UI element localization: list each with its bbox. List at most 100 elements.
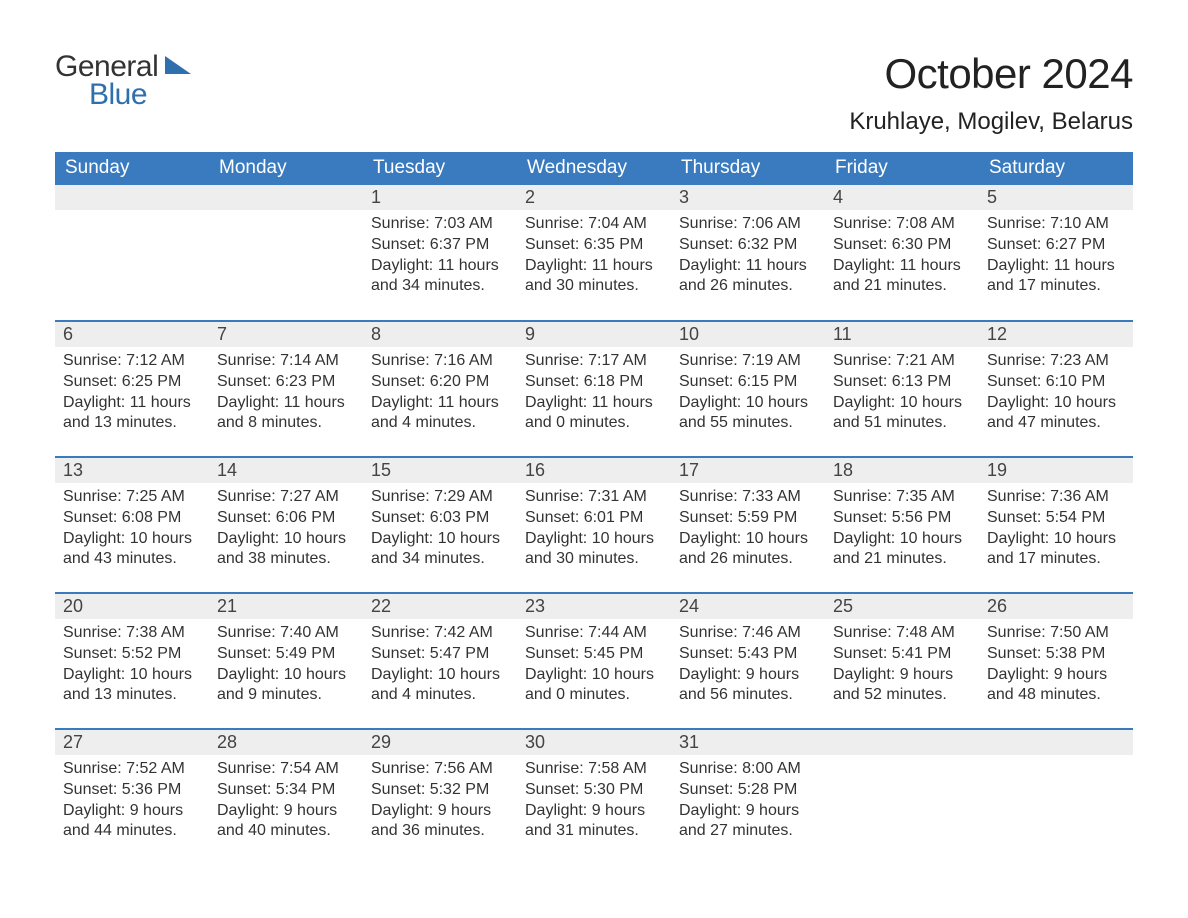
calendar-day: 20Sunrise: 7:38 AMSunset: 5:52 PMDayligh… <box>55 593 209 729</box>
daylight-line: Daylight: 10 hours and 51 minutes. <box>833 393 971 435</box>
calendar-day: 5Sunrise: 7:10 AMSunset: 6:27 PMDaylight… <box>979 185 1133 321</box>
sunrise-line: Sunrise: 7:40 AM <box>217 623 355 644</box>
daylight-line: Daylight: 11 hours and 0 minutes. <box>525 393 663 435</box>
day-number <box>209 185 363 210</box>
day-data <box>209 210 363 218</box>
day-data: Sunrise: 7:36 AMSunset: 5:54 PMDaylight:… <box>979 483 1133 574</box>
day-number: 2 <box>517 185 671 210</box>
location: Kruhlaye, Mogilev, Belarus <box>849 108 1133 136</box>
day-data: Sunrise: 7:17 AMSunset: 6:18 PMDaylight:… <box>517 347 671 438</box>
daylight-line: Daylight: 10 hours and 0 minutes. <box>525 665 663 707</box>
calendar-week: 20Sunrise: 7:38 AMSunset: 5:52 PMDayligh… <box>55 593 1133 729</box>
day-data: Sunrise: 7:40 AMSunset: 5:49 PMDaylight:… <box>209 619 363 710</box>
day-number: 30 <box>517 730 671 755</box>
calendar-day: 29Sunrise: 7:56 AMSunset: 5:32 PMDayligh… <box>363 729 517 865</box>
daylight-line: Daylight: 9 hours and 52 minutes. <box>833 665 971 707</box>
day-number: 29 <box>363 730 517 755</box>
day-number: 9 <box>517 322 671 347</box>
daylight-line: Daylight: 10 hours and 34 minutes. <box>371 529 509 571</box>
daylight-line: Daylight: 11 hours and 26 minutes. <box>679 256 817 298</box>
sunset-line: Sunset: 6:08 PM <box>63 508 201 529</box>
sunrise-line: Sunrise: 7:31 AM <box>525 487 663 508</box>
day-data: Sunrise: 7:29 AMSunset: 6:03 PMDaylight:… <box>363 483 517 574</box>
daylight-line: Daylight: 11 hours and 4 minutes. <box>371 393 509 435</box>
sunrise-line: Sunrise: 7:44 AM <box>525 623 663 644</box>
sunrise-line: Sunrise: 7:03 AM <box>371 214 509 235</box>
calendar-week: 1Sunrise: 7:03 AMSunset: 6:37 PMDaylight… <box>55 185 1133 321</box>
weekday-header: Sunday <box>55 152 209 185</box>
day-number: 11 <box>825 322 979 347</box>
sunrise-line: Sunrise: 8:00 AM <box>679 759 817 780</box>
calendar-day: 4Sunrise: 7:08 AMSunset: 6:30 PMDaylight… <box>825 185 979 321</box>
sunrise-line: Sunrise: 7:14 AM <box>217 351 355 372</box>
daylight-line: Daylight: 11 hours and 17 minutes. <box>987 256 1125 298</box>
sunset-line: Sunset: 6:03 PM <box>371 508 509 529</box>
sunset-line: Sunset: 6:10 PM <box>987 372 1125 393</box>
day-data: Sunrise: 7:58 AMSunset: 5:30 PMDaylight:… <box>517 755 671 846</box>
calendar-day: 22Sunrise: 7:42 AMSunset: 5:47 PMDayligh… <box>363 593 517 729</box>
daylight-line: Daylight: 10 hours and 21 minutes. <box>833 529 971 571</box>
day-data: Sunrise: 7:10 AMSunset: 6:27 PMDaylight:… <box>979 210 1133 301</box>
day-data: Sunrise: 7:19 AMSunset: 6:15 PMDaylight:… <box>671 347 825 438</box>
day-number: 27 <box>55 730 209 755</box>
day-number: 14 <box>209 458 363 483</box>
sunrise-line: Sunrise: 7:52 AM <box>63 759 201 780</box>
sunrise-line: Sunrise: 7:46 AM <box>679 623 817 644</box>
day-number: 17 <box>671 458 825 483</box>
day-number: 1 <box>363 185 517 210</box>
day-data: Sunrise: 7:56 AMSunset: 5:32 PMDaylight:… <box>363 755 517 846</box>
daylight-line: Daylight: 10 hours and 13 minutes. <box>63 665 201 707</box>
day-number: 23 <box>517 594 671 619</box>
daylight-line: Daylight: 11 hours and 34 minutes. <box>371 256 509 298</box>
daylight-line: Daylight: 11 hours and 30 minutes. <box>525 256 663 298</box>
calendar-day: 15Sunrise: 7:29 AMSunset: 6:03 PMDayligh… <box>363 457 517 593</box>
day-number: 4 <box>825 185 979 210</box>
sunset-line: Sunset: 5:43 PM <box>679 644 817 665</box>
sunset-line: Sunset: 6:27 PM <box>987 235 1125 256</box>
day-number <box>825 730 979 755</box>
daylight-line: Daylight: 9 hours and 44 minutes. <box>63 801 201 843</box>
calendar-day: 8Sunrise: 7:16 AMSunset: 6:20 PMDaylight… <box>363 321 517 457</box>
sunrise-line: Sunrise: 7:17 AM <box>525 351 663 372</box>
sunset-line: Sunset: 5:28 PM <box>679 780 817 801</box>
sunset-line: Sunset: 6:30 PM <box>833 235 971 256</box>
day-number: 10 <box>671 322 825 347</box>
calendar-day-empty <box>209 185 363 321</box>
sunset-line: Sunset: 5:30 PM <box>525 780 663 801</box>
daylight-line: Daylight: 9 hours and 27 minutes. <box>679 801 817 843</box>
sunrise-line: Sunrise: 7:29 AM <box>371 487 509 508</box>
calendar-day: 7Sunrise: 7:14 AMSunset: 6:23 PMDaylight… <box>209 321 363 457</box>
day-data: Sunrise: 8:00 AMSunset: 5:28 PMDaylight:… <box>671 755 825 846</box>
day-number: 3 <box>671 185 825 210</box>
sunset-line: Sunset: 5:54 PM <box>987 508 1125 529</box>
daylight-line: Daylight: 10 hours and 30 minutes. <box>525 529 663 571</box>
day-number: 22 <box>363 594 517 619</box>
calendar-day: 23Sunrise: 7:44 AMSunset: 5:45 PMDayligh… <box>517 593 671 729</box>
calendar-table: SundayMondayTuesdayWednesdayThursdayFrid… <box>55 152 1133 865</box>
calendar-day-empty <box>55 185 209 321</box>
sunset-line: Sunset: 6:23 PM <box>217 372 355 393</box>
sunrise-line: Sunrise: 7:23 AM <box>987 351 1125 372</box>
calendar-day: 2Sunrise: 7:04 AMSunset: 6:35 PMDaylight… <box>517 185 671 321</box>
day-data: Sunrise: 7:27 AMSunset: 6:06 PMDaylight:… <box>209 483 363 574</box>
day-number: 5 <box>979 185 1133 210</box>
weekday-header: Wednesday <box>517 152 671 185</box>
day-number: 25 <box>825 594 979 619</box>
day-number: 24 <box>671 594 825 619</box>
day-number: 13 <box>55 458 209 483</box>
day-data: Sunrise: 7:12 AMSunset: 6:25 PMDaylight:… <box>55 347 209 438</box>
sunset-line: Sunset: 6:18 PM <box>525 372 663 393</box>
sunset-line: Sunset: 5:32 PM <box>371 780 509 801</box>
sunset-line: Sunset: 5:34 PM <box>217 780 355 801</box>
calendar-day: 10Sunrise: 7:19 AMSunset: 6:15 PMDayligh… <box>671 321 825 457</box>
sunrise-line: Sunrise: 7:50 AM <box>987 623 1125 644</box>
day-data: Sunrise: 7:31 AMSunset: 6:01 PMDaylight:… <box>517 483 671 574</box>
title-block: October 2024 Kruhlaye, Mogilev, Belarus <box>849 50 1133 136</box>
sunrise-line: Sunrise: 7:54 AM <box>217 759 355 780</box>
sunrise-line: Sunrise: 7:10 AM <box>987 214 1125 235</box>
weekday-header: Saturday <box>979 152 1133 185</box>
calendar-day: 18Sunrise: 7:35 AMSunset: 5:56 PMDayligh… <box>825 457 979 593</box>
day-data: Sunrise: 7:33 AMSunset: 5:59 PMDaylight:… <box>671 483 825 574</box>
logo-triangle-icon <box>165 56 191 79</box>
sunset-line: Sunset: 5:52 PM <box>63 644 201 665</box>
